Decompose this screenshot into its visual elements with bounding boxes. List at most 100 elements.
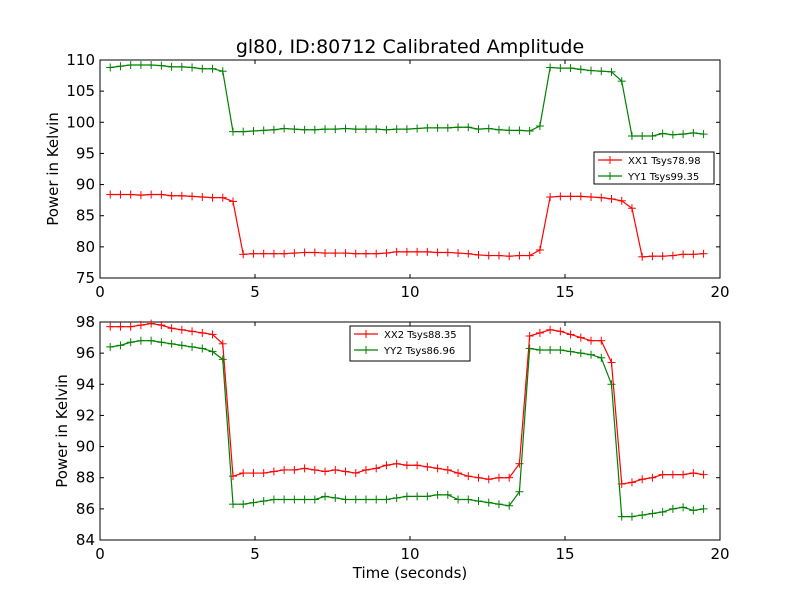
data-point [280, 495, 289, 504]
data-point [351, 495, 360, 504]
data-point [566, 347, 575, 356]
data-point [638, 511, 647, 520]
data-point [464, 123, 473, 132]
y-tick-label: 96 [76, 344, 95, 362]
data-point [402, 125, 411, 134]
data-point [505, 473, 514, 482]
data-point [331, 493, 340, 502]
data-point [188, 342, 197, 351]
data-point [269, 125, 278, 134]
x-tick-label: 5 [250, 283, 260, 301]
data-point [372, 495, 381, 504]
data-point [218, 339, 227, 348]
data-point [689, 469, 698, 478]
data-point [658, 252, 667, 261]
data-point [454, 495, 463, 504]
data-point [259, 497, 268, 506]
y-tick-label: 85 [76, 207, 95, 225]
data-point [239, 469, 248, 478]
y-axis-label: Power in Kelvin [44, 112, 62, 226]
data-point [269, 249, 278, 258]
data-point [341, 249, 350, 258]
data-point [587, 66, 596, 75]
data-point [136, 191, 145, 200]
data-point [239, 127, 248, 136]
legend-item: XX1 Tsys78.98 [598, 156, 701, 167]
data-point [198, 328, 207, 337]
data-point [484, 251, 493, 260]
x-tick-label: 0 [95, 283, 105, 301]
data-point [198, 64, 207, 73]
data-point [259, 126, 268, 135]
data-point [515, 126, 524, 135]
data-point [249, 249, 258, 258]
data-point [607, 358, 616, 367]
data-point [627, 478, 636, 487]
data-point [392, 247, 401, 256]
data-point [300, 495, 309, 504]
data-point [627, 131, 636, 140]
data-point [597, 193, 606, 202]
data-point [484, 475, 493, 484]
legend-label: XX1 Tsys78.98 [628, 156, 701, 167]
data-point [546, 325, 555, 334]
data-point [249, 469, 258, 478]
y-axis-label: Power in Kelvin [53, 374, 71, 488]
data-point [597, 67, 606, 76]
y-tick-label: 94 [76, 375, 95, 393]
data-point [331, 249, 340, 258]
data-point [494, 125, 503, 134]
data-point [638, 131, 647, 140]
data-point [454, 249, 463, 258]
data-point [474, 473, 483, 482]
data-point [607, 194, 616, 203]
legend-box [349, 325, 471, 362]
data-point [413, 247, 422, 256]
data-point [546, 63, 555, 72]
data-point [443, 248, 452, 257]
data-point [597, 353, 606, 362]
data-point [556, 64, 565, 73]
data-point [341, 124, 350, 133]
data-point [668, 504, 677, 513]
data-point [259, 469, 268, 478]
data-point [269, 495, 278, 504]
data-point [126, 190, 135, 199]
data-point [648, 131, 657, 140]
data-point [505, 126, 514, 135]
data-point [392, 493, 401, 502]
legend-label: YY2 Tsys86.96 [383, 346, 455, 357]
data-point [136, 321, 145, 330]
data-point [648, 509, 657, 518]
data-point [423, 462, 432, 471]
data-point [310, 125, 319, 134]
data-point [679, 470, 688, 479]
data-point [566, 64, 575, 73]
data-point [116, 322, 125, 331]
data-point [546, 346, 555, 355]
data-point [136, 60, 145, 69]
data-point [310, 248, 319, 257]
data-point [535, 346, 544, 355]
data-point [290, 249, 299, 258]
data-point [259, 249, 268, 258]
data-point [423, 492, 432, 501]
data-point [627, 512, 636, 521]
data-point [228, 472, 237, 481]
data-point [413, 124, 422, 133]
data-point [167, 339, 176, 348]
data-point [280, 249, 289, 258]
y-tick-label: 110 [66, 51, 95, 69]
data-point [157, 321, 166, 330]
data-point [177, 191, 186, 200]
data-point [372, 125, 381, 134]
data-point [351, 469, 360, 478]
data-point [505, 252, 514, 261]
data-point [576, 192, 585, 201]
y-tick-label: 80 [76, 238, 95, 256]
data-point [679, 503, 688, 512]
data-point [167, 191, 176, 200]
data-point [668, 130, 677, 139]
data-point [228, 197, 237, 206]
